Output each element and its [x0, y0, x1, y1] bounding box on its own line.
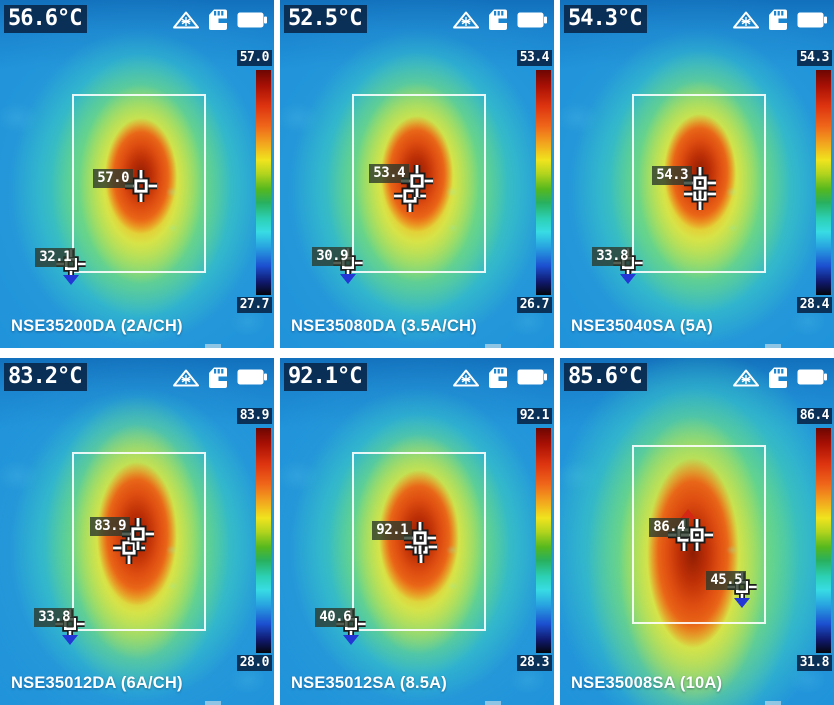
measurement-area-box [352, 451, 486, 631]
laser-warning-icon [733, 369, 759, 386]
hot-spot-label: 92.1 [372, 520, 412, 540]
scale-min-label: 26.7 [516, 297, 552, 313]
status-icon-bar [733, 367, 828, 389]
measurement-area-box [632, 444, 766, 624]
battery-icon [517, 369, 547, 385]
battery-icon [517, 12, 547, 27]
laser-warning-icon [173, 11, 199, 29]
model-label: NSE35008SA (10A) [571, 674, 723, 692]
cold-spot-label: 30.9 [312, 247, 352, 266]
measurement-area-box [72, 451, 206, 631]
cold-spot-label: 33.8 [592, 247, 632, 266]
hot-spot-label: 83.9 [90, 516, 130, 536]
cold-spot-label: 32.1 [35, 248, 75, 267]
cold-marker-triangle-icon [63, 275, 79, 285]
cold-marker-triangle-icon [620, 274, 636, 284]
cold-spot-label: 33.8 [34, 607, 74, 627]
sd-card-icon [209, 9, 227, 30]
model-label: NSE35080DA (3.5A/CH) [291, 316, 477, 335]
model-label: NSE35012SA (8.5A) [291, 674, 447, 692]
thermal-panel-6: 85.6°C 86.4 31.8 86.4 45.5 NSE35008SA (1… [560, 357, 834, 705]
thermal-panel-2: 52.5°C 53.4 26.7 53.4 30.9 NSE35080DA (3… [280, 0, 554, 348]
color-scale-bar [536, 427, 551, 653]
laser-warning-icon [453, 369, 479, 386]
scale-max-label: 53.4 [516, 50, 552, 66]
status-icon-bar [733, 9, 828, 31]
max-temp-readout: 52.5°C [284, 5, 368, 33]
thermal-panel-5: 92.1°C 92.1 28.3 92.1 40.6 NSE35012SA (8… [280, 357, 554, 705]
hot-marker-triangle-icon [680, 508, 696, 519]
scale-max-label: 57.0 [236, 50, 272, 66]
scale-min-label: 28.4 [796, 297, 832, 313]
model-label: NSE35012DA (6A/CH) [11, 674, 183, 692]
cold-marker-triangle-icon [340, 274, 356, 284]
sd-card-icon [489, 9, 507, 30]
corner-mark [205, 343, 221, 348]
model-label: NSE35200DA (2A/CH) [11, 316, 183, 335]
sd-card-icon [769, 9, 787, 30]
hot-spot-label: 54.3 [652, 166, 692, 185]
max-temp-readout: 54.3°C [564, 5, 648, 33]
corner-mark [765, 343, 781, 348]
scale-min-label: 28.0 [236, 654, 272, 671]
status-icon-bar [173, 367, 268, 389]
laser-warning-icon [173, 369, 199, 386]
battery-icon [237, 369, 267, 385]
cold-marker-triangle-icon [62, 634, 78, 645]
status-icon-bar [173, 9, 268, 31]
color-scale-bar [816, 427, 831, 653]
scale-max-label: 83.9 [236, 407, 272, 424]
corner-mark [485, 701, 501, 705]
max-temp-readout: 56.6°C [4, 5, 88, 33]
scale-max-label: 54.3 [796, 50, 832, 66]
thermal-panel-3: 54.3°C 54.3 28.4 54.3 33.8 NSE35040SA (5… [560, 0, 834, 348]
cold-spot-label: 45.5 [706, 570, 746, 590]
scale-min-label: 27.7 [236, 297, 272, 313]
color-scale-bar [256, 427, 271, 653]
measurement-area-box [632, 94, 766, 273]
sd-card-icon [489, 367, 507, 388]
thermal-panel-4: 83.2°C 83.9 28.0 83.9 33.8 NSE35012DA (6… [0, 357, 274, 705]
battery-icon [797, 369, 827, 385]
scale-min-label: 31.8 [796, 654, 832, 671]
sd-card-icon [209, 367, 227, 388]
color-scale-bar [536, 70, 551, 295]
model-label: NSE35040SA (5A) [571, 316, 713, 335]
cold-marker-triangle-icon [343, 634, 359, 645]
battery-icon [237, 12, 267, 27]
laser-warning-icon [733, 11, 759, 29]
measurement-area-box [352, 94, 486, 273]
cold-spot-label: 40.6 [315, 607, 355, 627]
measurement-area-box [72, 94, 206, 273]
color-scale-bar [816, 70, 831, 295]
battery-icon [797, 12, 827, 27]
cold-marker-triangle-icon [734, 597, 750, 608]
scale-min-label: 28.3 [516, 654, 552, 671]
hot-spot-label: 57.0 [93, 169, 133, 188]
status-icon-bar [453, 367, 548, 389]
laser-warning-icon [453, 11, 479, 29]
color-scale-bar [256, 70, 271, 295]
scale-max-label: 92.1 [516, 407, 552, 424]
thermal-panel-1: 56.6°C 57.0 27.7 57.0 32.1 NSE35200DA (2… [0, 0, 274, 348]
status-icon-bar [453, 9, 548, 31]
max-temp-readout: 85.6°C [564, 362, 648, 391]
thermal-image [0, 0, 274, 348]
max-temp-readout: 83.2°C [4, 362, 88, 391]
hot-spot-label: 53.4 [369, 164, 409, 183]
corner-mark [205, 701, 221, 705]
scale-max-label: 86.4 [796, 407, 832, 424]
hot-spot-label: 86.4 [649, 517, 689, 537]
corner-mark [765, 701, 781, 705]
corner-mark [485, 343, 501, 348]
sd-card-icon [769, 367, 787, 388]
max-temp-readout: 92.1°C [284, 362, 368, 391]
